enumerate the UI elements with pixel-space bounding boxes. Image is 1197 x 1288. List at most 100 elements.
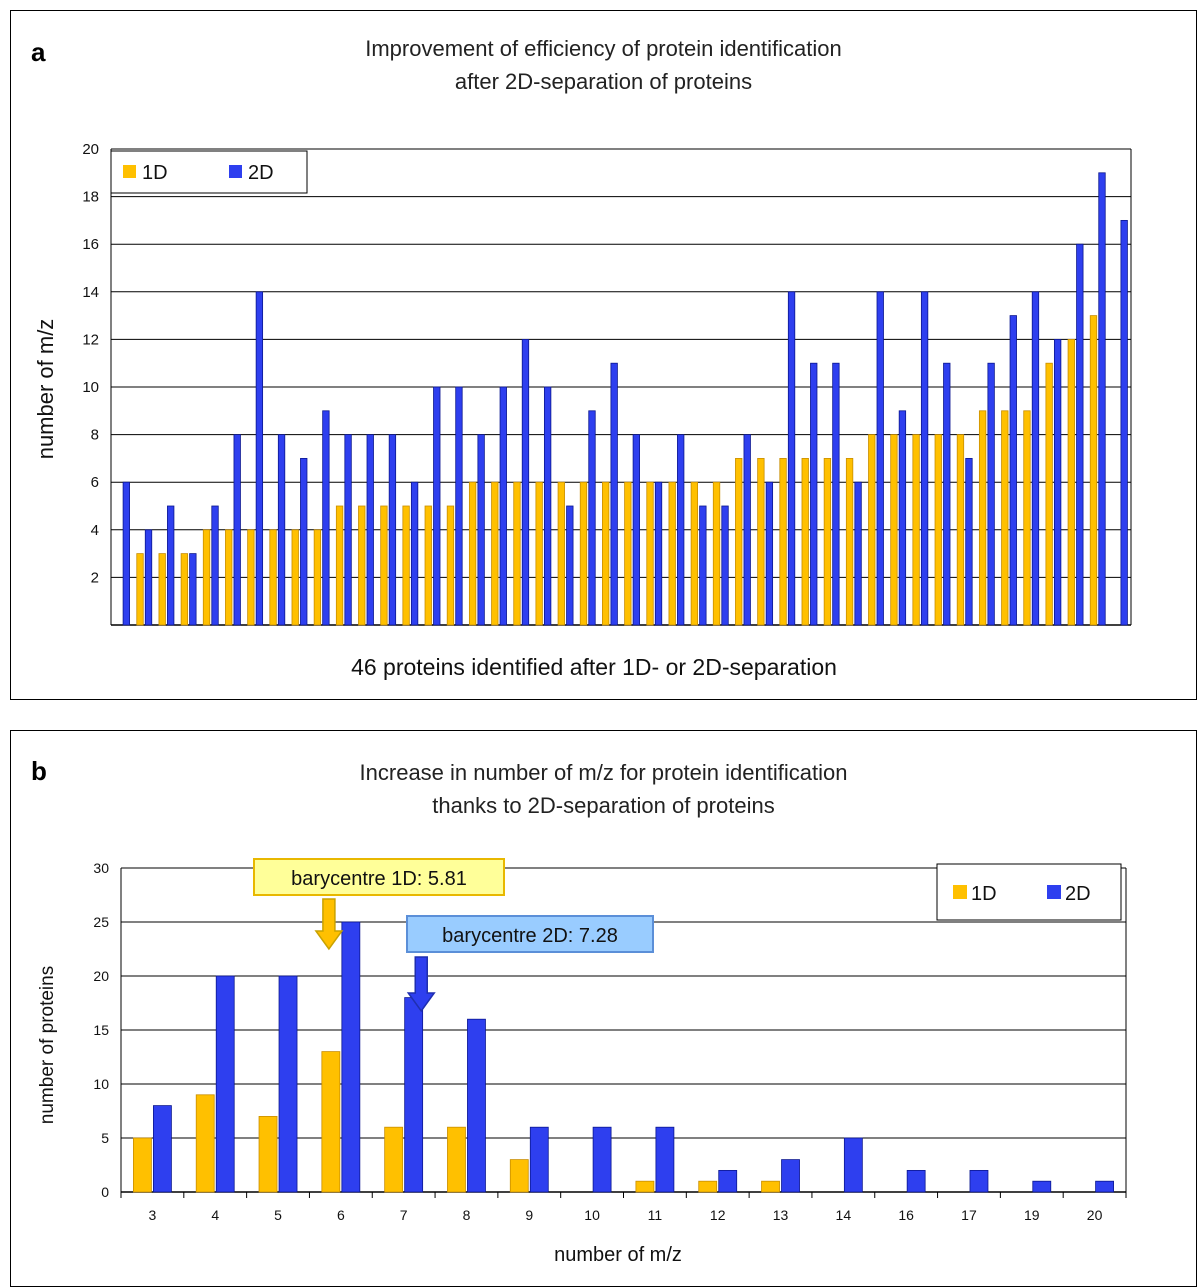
bar-1d	[335, 505, 344, 626]
bar-1d	[690, 481, 699, 626]
bar-2d	[433, 386, 441, 626]
bar-1d	[1067, 338, 1075, 626]
bar-2d	[322, 410, 330, 626]
bar-2d	[455, 386, 463, 626]
y-tick-label: 2	[91, 569, 99, 586]
bar-2d	[122, 481, 130, 626]
bar-1d	[557, 481, 565, 626]
panel-label-a: a	[31, 37, 46, 67]
legend-label-1d: 1D	[142, 162, 168, 184]
bar-1d	[513, 481, 521, 626]
bar-2d	[943, 362, 951, 626]
bar-2d	[610, 362, 618, 626]
chart-b-xlabel: number of m/z	[554, 1244, 682, 1266]
legend-swatch-1d	[123, 165, 136, 178]
y-tick-label: 20	[82, 141, 99, 158]
bar-1d	[402, 505, 410, 626]
chart-a-subtitle: after 2D-separation of proteins	[454, 69, 753, 94]
x-tick-label: 7	[400, 1207, 408, 1223]
x-tick-label: 12	[710, 1207, 726, 1223]
x-tick-label: 13	[773, 1207, 789, 1223]
bar-1d	[1023, 410, 1031, 626]
bar-1d	[380, 505, 388, 626]
bar-2d	[1053, 338, 1062, 626]
bar-2d	[906, 1169, 926, 1193]
chart-b-legend	[936, 863, 1122, 921]
bar-2d	[278, 975, 298, 1193]
bar-2d	[1031, 291, 1040, 626]
chart-panel-b: b Increase in number of m/z for protein …	[10, 730, 1197, 1287]
bar-1d	[912, 434, 920, 626]
x-tick-label: 17	[961, 1207, 977, 1223]
bar-2d	[410, 481, 419, 626]
bar-2d	[344, 434, 352, 626]
bar-1d	[823, 457, 832, 626]
bar-2d	[189, 553, 197, 626]
bar-2d	[211, 505, 219, 626]
x-tick-label: 5	[274, 1207, 282, 1223]
bar-2d	[765, 481, 774, 626]
bar-1d	[779, 457, 787, 626]
panel-label-b: b	[31, 756, 47, 786]
bar-2d	[721, 505, 729, 626]
bar-1d	[446, 505, 455, 626]
bar-1d	[890, 434, 898, 626]
y-tick-label: 30	[93, 860, 109, 876]
bar-1d	[712, 481, 721, 626]
bar-1d	[1045, 362, 1053, 626]
x-tick-label: 9	[525, 1207, 533, 1223]
bar-2d	[215, 975, 235, 1193]
bar-2d	[718, 1169, 738, 1193]
bar-1d	[1001, 410, 1009, 626]
bar-2d	[655, 1126, 675, 1193]
bar-2d	[699, 505, 707, 626]
bar-2d	[341, 921, 361, 1193]
bar-2d	[300, 457, 308, 626]
bar-2d	[144, 529, 153, 626]
y-tick-label: 20	[93, 968, 109, 984]
bar-1d	[757, 457, 765, 626]
bar-2d	[388, 434, 397, 626]
bar-2d	[832, 362, 840, 626]
bar-2d	[854, 481, 862, 626]
x-tick-label: 11	[648, 1207, 663, 1223]
x-tick-label: 20	[1087, 1207, 1103, 1223]
bar-2d	[529, 1126, 549, 1193]
bar-2d	[810, 362, 818, 626]
bar-1d	[934, 434, 942, 626]
barycentre-2d-box	[406, 915, 654, 953]
bar-2d	[920, 291, 929, 626]
legend-swatch-1d	[953, 885, 967, 899]
bar-1d	[180, 553, 189, 626]
x-tick-label: 8	[463, 1207, 471, 1223]
bar-2d	[153, 1105, 172, 1193]
chart-b-ylabel: number of proteins	[37, 966, 58, 1124]
chart-a-legend	[110, 150, 308, 194]
bar-2d	[1076, 243, 1084, 626]
bar-2d	[787, 291, 796, 626]
bar-2d	[499, 386, 507, 626]
chart-a-ylabel: number of m/z	[33, 319, 58, 460]
bar-2d	[987, 362, 995, 626]
bar-2d	[233, 434, 241, 626]
bar-1d	[535, 481, 543, 626]
bar-2d	[167, 505, 175, 626]
bar-1d	[195, 1094, 215, 1193]
x-tick-label: 14	[836, 1207, 852, 1223]
bar-1d	[225, 529, 233, 626]
bar-2d	[255, 291, 264, 626]
y-tick-label: 5	[101, 1130, 109, 1146]
bar-2d	[1120, 219, 1128, 626]
bar-1d	[1089, 315, 1098, 626]
bar-1d	[158, 553, 166, 626]
bar-1d	[468, 481, 477, 626]
bar-2d	[521, 338, 530, 626]
y-tick-label: 0	[101, 1184, 109, 1200]
bar-1d	[646, 481, 654, 626]
bar-1d	[801, 457, 809, 626]
bar-1d	[313, 529, 322, 626]
chart-a-plot: 2 4 6 8 10 12 14 16 18 20 1D 2D number of m/z 46 …	[33, 141, 1132, 680]
bar-1d	[258, 1115, 278, 1193]
barycentre-1d-label: barycentre 1D: 5.81	[291, 868, 467, 890]
bar-1d	[978, 410, 987, 626]
